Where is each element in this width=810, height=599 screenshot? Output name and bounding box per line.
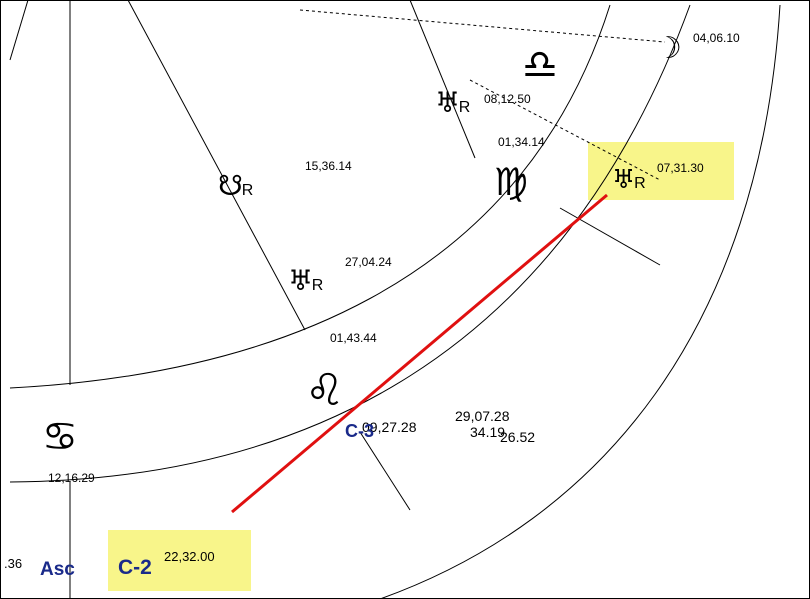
cusp-degree: 01,34.14 xyxy=(498,135,545,149)
highlight xyxy=(588,142,734,200)
cusp-line xyxy=(9,0,29,61)
house-ring xyxy=(9,4,691,483)
cluster-degree: 29,07.28 xyxy=(455,408,510,424)
sign-glyph: ♌ xyxy=(305,365,344,416)
asc-label: Asc xyxy=(40,559,75,580)
sign-glyph: ♍ xyxy=(494,160,528,204)
asc-degree: .36 xyxy=(4,556,22,571)
aspect-line xyxy=(299,9,666,43)
cusp-degree: 12,16.29 xyxy=(48,471,95,485)
chart-point: C-2 xyxy=(118,556,152,579)
highlight xyxy=(108,530,251,591)
cusp-line xyxy=(409,0,476,159)
retrograde-mark: R xyxy=(459,99,471,116)
planet-glyph: ☋ xyxy=(218,169,243,202)
cluster-degree: 09,27.28 xyxy=(362,419,417,435)
planet-position: 27,04.24 xyxy=(345,255,392,269)
cusp-line xyxy=(559,207,661,266)
planet-position: 07,31.30 xyxy=(657,161,704,175)
cusp-line xyxy=(127,0,306,331)
retrograde-mark: R xyxy=(312,277,324,294)
sign-glyph: ♋ xyxy=(42,414,78,460)
cusp-line xyxy=(359,431,411,511)
sign-glyph: ♎ xyxy=(522,42,558,88)
planet-position: 04,06.10 xyxy=(693,31,740,45)
planet-glyph: ☽ xyxy=(655,31,682,66)
cusp-degree: 01,43.44 xyxy=(330,331,377,345)
planet-glyph: ♅ xyxy=(435,86,460,119)
point-position: 22,32.00 xyxy=(164,549,215,564)
retrograde-mark: R xyxy=(634,175,646,192)
planet-position: 08,12.50 xyxy=(484,92,531,106)
planet-glyph: ♅ xyxy=(612,165,635,195)
house-ring xyxy=(9,4,611,389)
connector-line xyxy=(231,193,608,514)
retrograde-mark: R xyxy=(242,182,254,199)
cluster-degree: 34.19 xyxy=(470,424,505,440)
chart-point: C-3 xyxy=(345,421,374,441)
outer-ring xyxy=(379,4,781,599)
planet-glyph: ♅ xyxy=(288,264,313,297)
cluster-degree: 26.52 xyxy=(500,429,535,445)
planet-position: 15,36.14 xyxy=(305,159,352,173)
